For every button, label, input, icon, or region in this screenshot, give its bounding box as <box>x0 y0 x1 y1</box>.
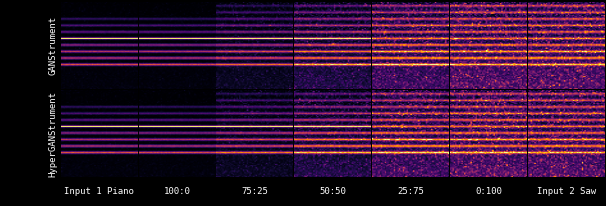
Text: HyperGANStrument: HyperGANStrument <box>48 91 58 177</box>
Text: Input 1 Piano: Input 1 Piano <box>64 187 134 197</box>
Text: GANStrument: GANStrument <box>48 16 58 75</box>
Text: 50:50: 50:50 <box>319 187 346 197</box>
Text: 25:75: 25:75 <box>397 187 424 197</box>
Text: 0:100: 0:100 <box>475 187 502 197</box>
Text: 75:25: 75:25 <box>241 187 268 197</box>
Text: 100:0: 100:0 <box>164 187 190 197</box>
Text: Input 2 Saw: Input 2 Saw <box>537 187 596 197</box>
